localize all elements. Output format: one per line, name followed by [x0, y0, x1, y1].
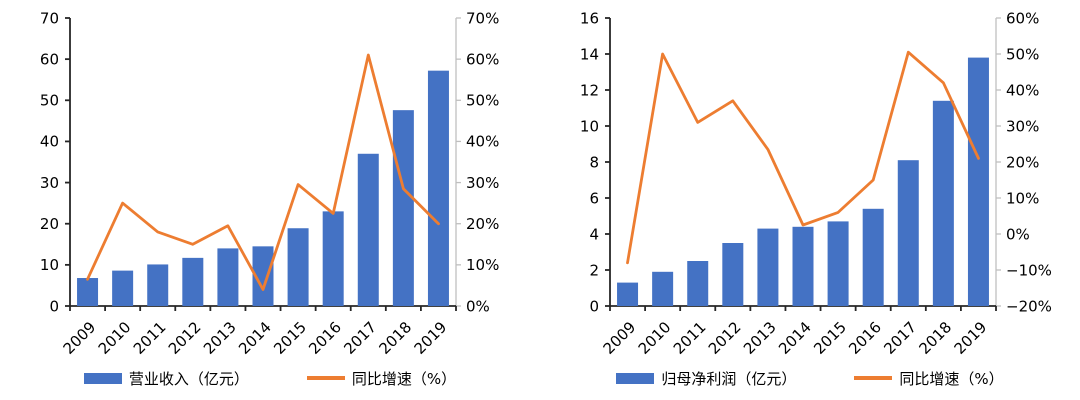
secondary-y-tick-label: 10% — [1006, 189, 1039, 207]
secondary-y-tick-label: 0% — [1006, 225, 1030, 243]
growth-line — [626, 50, 980, 265]
x-category-label: 2015 — [810, 318, 850, 358]
primary-y-tick-label: 70 — [40, 9, 59, 27]
x-category-label: 2011 — [130, 318, 170, 358]
x-category-label: 2017 — [880, 318, 920, 358]
bar-2018 — [932, 100, 954, 306]
secondary-y-tick-label: 20% — [466, 215, 499, 233]
x-category-label: 2012 — [705, 318, 745, 358]
bar-2014 — [252, 246, 274, 306]
x-category-label: 2009 — [60, 318, 100, 358]
net-profit-chart-canvas: −20% −10% 0% 10% 20% 30% 40% 50% 60% 0 2 4 6 8 10 12 14 1… — [580, 9, 1052, 358]
legend-label: 归母净利润（亿元） — [661, 369, 797, 388]
bar-2013 — [217, 248, 239, 306]
primary-y-tick-label: 14 — [580, 45, 599, 63]
revenue-chart: 0% 10% 20% 30% 40% 50% 60% 70% 0 10 20 30 40 50 60 70 20… — [0, 9, 540, 398]
bar-series-swatch-icon — [83, 372, 122, 384]
x-category-label: 2016 — [305, 318, 345, 358]
bar-2009 — [77, 278, 99, 306]
x-category-label: 2013 — [200, 318, 240, 358]
secondary-y-tick-label: 30% — [1006, 117, 1039, 135]
x-category-label: 2009 — [600, 318, 640, 358]
x-category-label: 2016 — [845, 318, 885, 358]
line-series-swatch-icon — [854, 376, 893, 380]
primary-y-tick-label: 12 — [580, 81, 599, 99]
bar-2016 — [322, 211, 344, 306]
legend-item-growth: 同比增速（%） — [854, 368, 1004, 389]
bar-2013 — [757, 228, 779, 306]
x-category-label: 2012 — [165, 318, 205, 358]
primary-y-tick-label: 10 — [40, 256, 59, 274]
x-category-label: 2017 — [340, 318, 380, 358]
primary-y-tick-label: 0 — [49, 297, 59, 315]
net-profit-chart-legend: 归母净利润（亿元） 同比增速（%） — [540, 358, 1080, 398]
secondary-y-tick-label: 50% — [1006, 45, 1039, 63]
x-category-label: 2018 — [375, 318, 415, 358]
x-category-label: 2014 — [235, 318, 275, 358]
secondary-y-tick-label: 60% — [466, 50, 499, 68]
bar-2015 — [827, 221, 849, 306]
x-category-label: 2019 — [951, 318, 991, 358]
legend-label: 同比增速（%） — [351, 369, 457, 388]
x-category-label: 2011 — [670, 318, 710, 358]
line-series-swatch-icon — [306, 376, 345, 380]
revenue-chart-legend: 营业收入（亿元） 同比增速（%） — [0, 358, 540, 398]
legend-item-revenue: 营业收入（亿元） — [83, 368, 249, 389]
secondary-y-tick-label: 40% — [1006, 81, 1039, 99]
legend-label: 营业收入（亿元） — [128, 369, 249, 388]
primary-y-tick-label: 20 — [40, 215, 59, 233]
secondary-y-tick-label: 70% — [466, 9, 499, 27]
secondary-y-tick-label: 30% — [466, 174, 499, 192]
secondary-y-tick-label: −10% — [1006, 261, 1052, 279]
x-category-label: 2014 — [775, 318, 815, 358]
primary-y-tick-label: 0 — [589, 297, 599, 315]
bar-2011 — [687, 261, 709, 306]
x-category-label: 2018 — [915, 318, 955, 358]
bar-2017 — [897, 160, 919, 306]
net-profit-chart: −20% −10% 0% 10% 20% 30% 40% 50% 60% 0 2 4 6 8 10 12 14 1… — [540, 0, 1080, 400]
bar-2011 — [147, 264, 169, 306]
bar-2012 — [722, 243, 744, 306]
legend-item-net-profit: 归母净利润（亿元） — [616, 368, 796, 389]
legend-item-growth: 同比增速（%） — [306, 368, 457, 389]
primary-y-tick-label: 40 — [40, 133, 59, 151]
primary-y-tick-label: 16 — [580, 9, 599, 27]
secondary-y-tick-label: 20% — [1006, 153, 1039, 171]
bar-2016 — [862, 208, 884, 306]
primary-y-tick-label: 2 — [589, 261, 599, 279]
primary-y-tick-label: 10 — [580, 117, 599, 135]
secondary-y-tick-label: 60% — [1006, 9, 1039, 27]
bar-2014 — [792, 226, 814, 306]
secondary-y-tick-label: 50% — [466, 92, 499, 110]
secondary-y-tick-label: 0% — [466, 297, 490, 315]
primary-y-tick-label: 4 — [589, 225, 599, 243]
bar-2017 — [357, 153, 379, 306]
bar-2019 — [427, 70, 449, 306]
bar-2010 — [112, 270, 134, 306]
bar-2015 — [287, 228, 309, 306]
primary-y-tick-label: 30 — [40, 174, 59, 192]
x-category-label: 2015 — [270, 318, 310, 358]
bar-2018 — [392, 110, 414, 306]
primary-y-tick-label: 6 — [589, 189, 599, 207]
growth-line — [86, 53, 440, 291]
bar-series-swatch-icon — [616, 372, 655, 384]
x-category-label: 2013 — [740, 318, 780, 358]
x-category-label: 2010 — [95, 318, 135, 358]
bar-2019 — [967, 57, 989, 306]
bar-2009 — [617, 282, 639, 306]
secondary-y-tick-label: 40% — [466, 133, 499, 151]
primary-y-tick-label: 50 — [40, 92, 59, 110]
secondary-y-tick-label: −20% — [1006, 297, 1052, 315]
primary-y-tick-label: 8 — [589, 153, 599, 171]
legend-label: 同比增速（%） — [899, 369, 1004, 388]
x-category-label: 2019 — [411, 318, 451, 358]
primary-y-tick-label: 60 — [40, 50, 59, 68]
bar-2010 — [652, 271, 674, 306]
secondary-y-tick-label: 10% — [466, 256, 499, 274]
bar-2012 — [182, 257, 204, 306]
x-category-label: 2010 — [635, 318, 675, 358]
revenue-chart-canvas: 0% 10% 20% 30% 40% 50% 60% 70% 0 10 20 30 40 50 60 70 20… — [40, 9, 499, 358]
